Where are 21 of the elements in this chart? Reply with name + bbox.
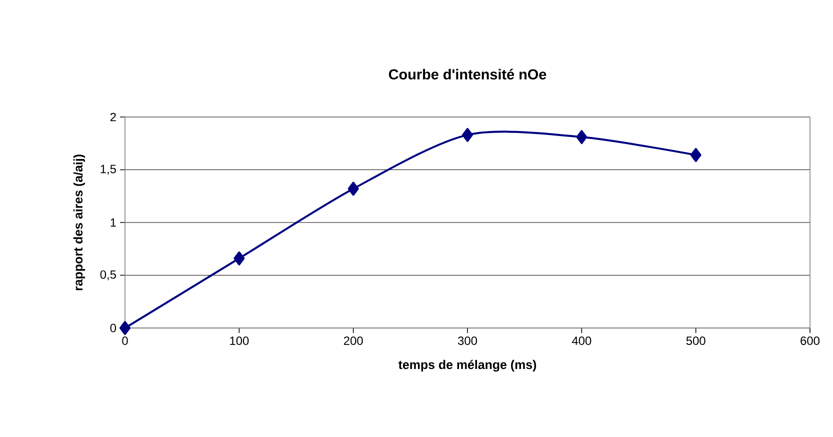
y-tick-label: 0,5 [100, 270, 116, 280]
x-tick-label: 500 [686, 336, 706, 345]
y-axis-title: rapport des aires (a/aij) [73, 154, 86, 290]
x-tick-label: 300 [458, 336, 478, 345]
point [690, 148, 702, 162]
y-tick-label: 0 [110, 324, 116, 332]
x-axis-title: temps de mélange (ms) [398, 360, 536, 372]
x-tick-label: 600 [800, 336, 820, 345]
y-tick-label: 2 [110, 112, 116, 122]
point [462, 128, 473, 142]
point [576, 130, 588, 144]
x-tick-label: 100 [230, 336, 249, 345]
chart-title: Courbe d'intensité nOe [388, 68, 546, 80]
x-tick-label: 0 [122, 336, 128, 345]
point [234, 251, 245, 266]
x-tick-label: 400 [572, 336, 592, 345]
y-tick-label: 1 [110, 218, 116, 227]
point [120, 321, 130, 335]
point [348, 182, 359, 196]
y-tick-label: 1,5 [100, 164, 116, 175]
x-tick-label: 200 [344, 336, 363, 345]
